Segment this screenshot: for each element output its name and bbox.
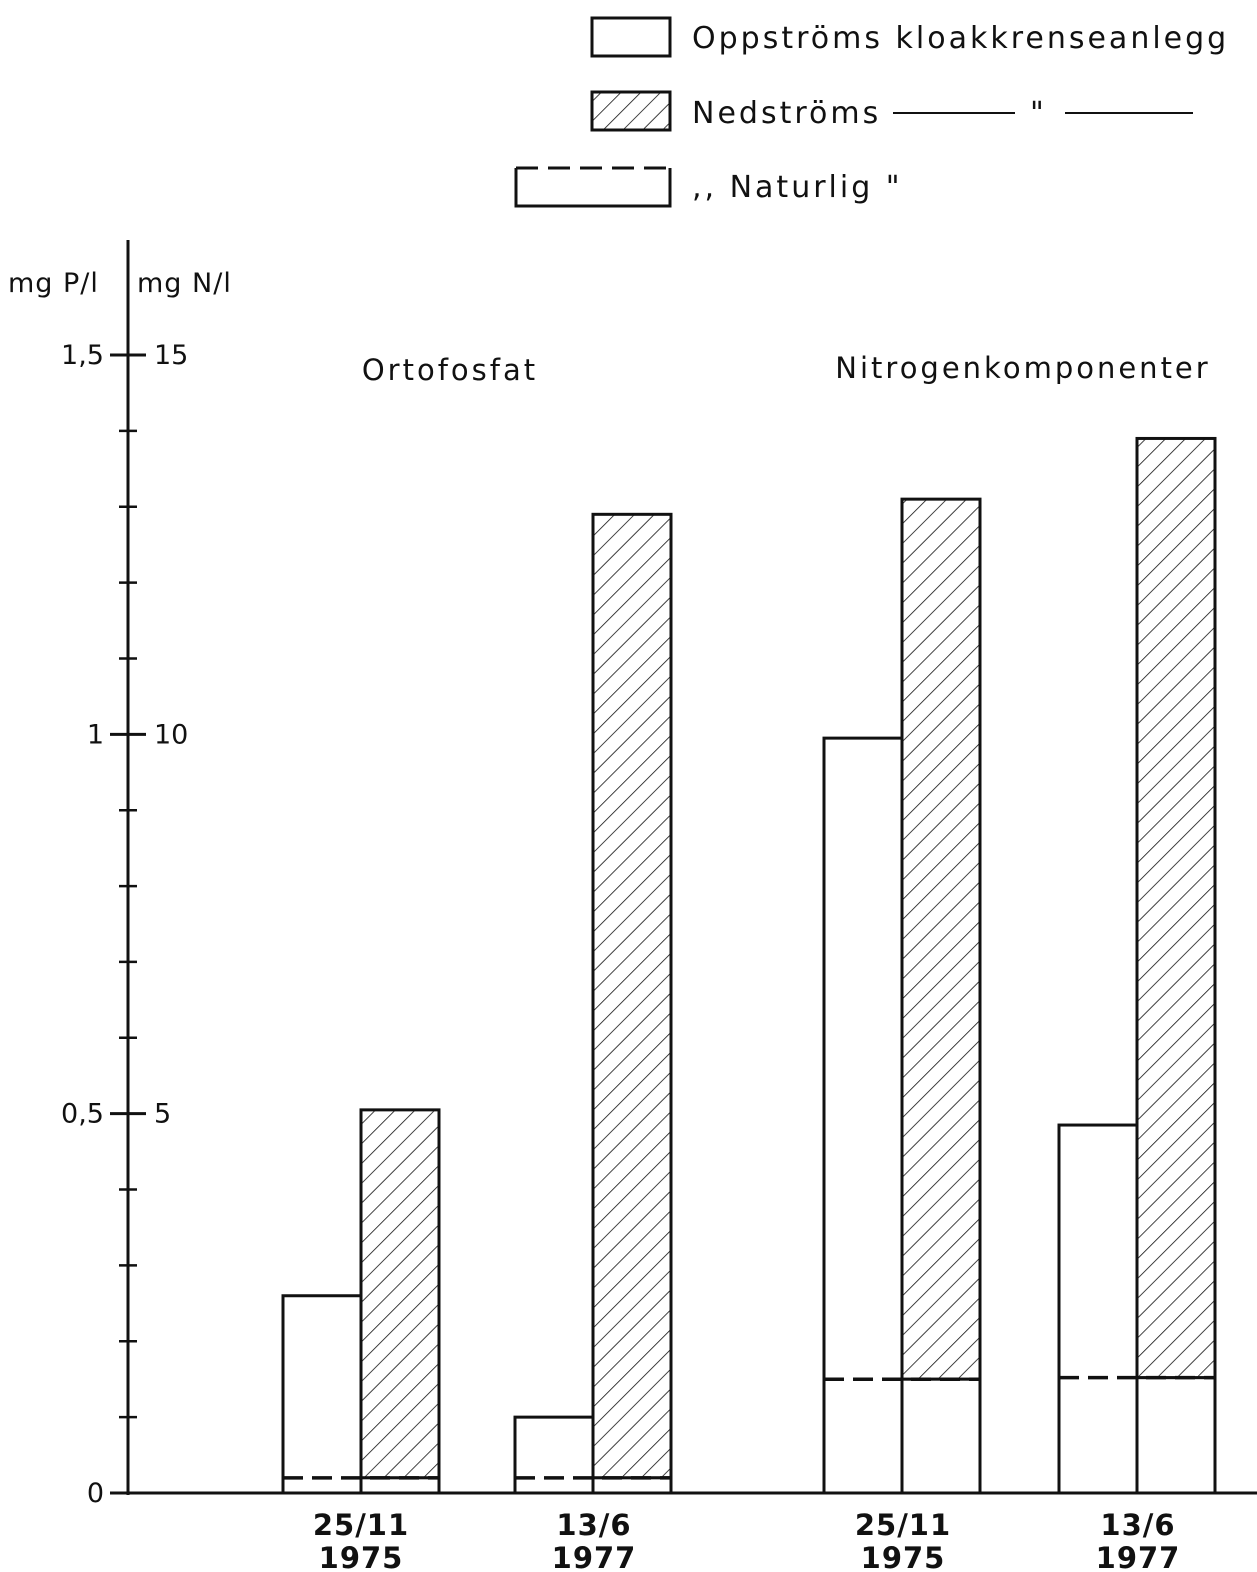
legend-swatch-downstream — [590, 90, 672, 132]
bar-upstream-ortofosfat-1 — [281, 1294, 363, 1495]
bar-upstream-ortofosfat-2 — [513, 1415, 595, 1495]
bar-downstream-nitrogen-1 — [900, 497, 982, 1381]
y-tick-2: 1 10 — [87, 719, 189, 750]
year-label-nitrogen-2: 1977 — [1096, 1541, 1181, 1572]
y-axis: mg P/l mg N/l 0 0,5 5 1 10 1,5 15 — [8, 240, 232, 1509]
legend-label-upstream: Oppströms kloakkrenseanlegg — [692, 21, 1229, 56]
y-axis-minor-ticks — [119, 429, 137, 1419]
bar-downstream-ortofosfat-2 — [591, 512, 673, 1480]
legend-ditto-mark: " — [1030, 96, 1047, 131]
y-tick-1-label-n: 5 — [154, 1099, 171, 1130]
date-label-ortofosfat-2: 13/6 — [556, 1508, 631, 1542]
group-title-ortofosfat: Ortofosfat — [362, 353, 538, 387]
x-axis-labels: 25/11 1975 13/6 1977 25/11 1975 13/6 197… — [313, 1508, 1181, 1572]
legend: Oppströms kloakkrenseanlegg Nedströms " … — [514, 16, 1229, 208]
legend-label-natural: ,, Naturlig " — [692, 170, 903, 205]
group-title-nitrogenkomponenter: Nitrogenkomponenter — [835, 351, 1210, 385]
bar-downstream-base-ortofosfat-1 — [359, 1476, 441, 1495]
bar-upstream-nitrogen-1 — [822, 736, 904, 1495]
y-tick-0-label-p: 0 — [87, 1478, 104, 1509]
y-tick-3: 1,5 15 — [61, 340, 188, 371]
y-tick-3-label-n: 15 — [154, 340, 188, 371]
legend-label-downstream: Nedströms — [692, 96, 881, 131]
bars — [281, 436, 1217, 1495]
bar-upstream-nitrogen-2 — [1057, 1123, 1139, 1495]
y-tick-1-label-p: 0,5 — [61, 1099, 104, 1130]
legend-swatch-upstream — [590, 16, 672, 58]
bar-downstream-base-nitrogen-1 — [900, 1377, 982, 1495]
bar-downstream-ortofosfat-1 — [359, 1108, 441, 1480]
date-label-ortofosfat-1: 25/11 — [313, 1508, 409, 1542]
legend-swatch-natural — [514, 168, 672, 208]
bar-downstream-nitrogen-2 — [1135, 436, 1217, 1380]
y-tick-2-label-n: 10 — [154, 719, 188, 750]
y-tick-2-label-p: 1 — [87, 719, 104, 750]
bar-downstream-base-ortofosfat-2 — [591, 1476, 673, 1495]
date-label-nitrogen-1: 25/11 — [855, 1508, 951, 1542]
y-axis-major-ticks: 0 0,5 5 1 10 1,5 15 — [61, 340, 188, 1509]
y-tick-3-label-p: 1,5 — [61, 340, 104, 371]
year-label-ortofosfat-2: 1977 — [552, 1541, 637, 1572]
bar-downstream-base-nitrogen-2 — [1135, 1376, 1217, 1495]
y-axis-unit-p: mg P/l — [8, 268, 99, 299]
year-label-ortofosfat-1: 1975 — [319, 1541, 404, 1572]
date-label-nitrogen-2: 13/6 — [1100, 1508, 1175, 1542]
year-label-nitrogen-1: 1975 — [861, 1541, 946, 1572]
y-tick-1: 0,5 5 — [61, 1099, 171, 1130]
y-axis-unit-n: mg N/l — [137, 268, 232, 299]
